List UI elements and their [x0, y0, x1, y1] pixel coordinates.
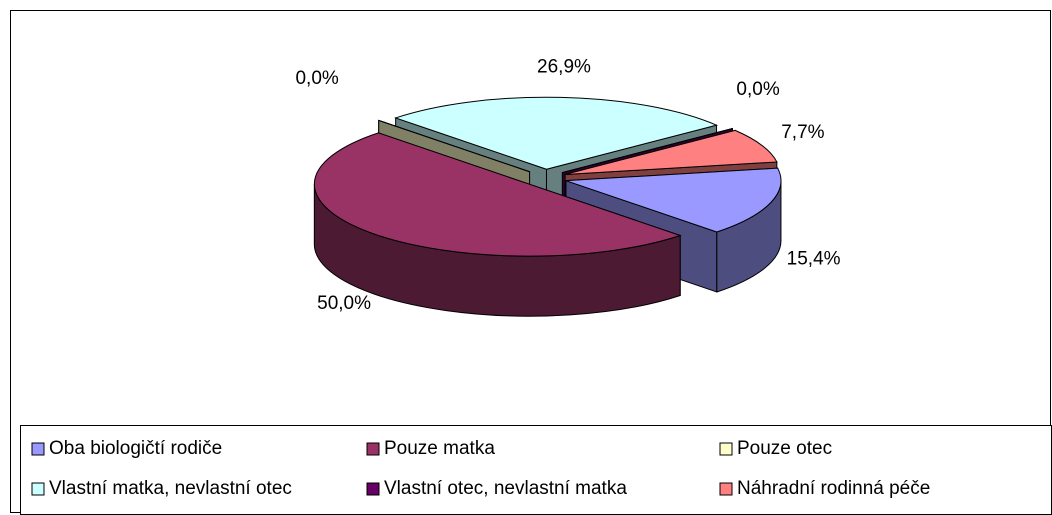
legend-swatch	[31, 442, 45, 456]
slice	[564, 129, 778, 175]
data-label: 50,0%	[317, 293, 371, 314]
data-label: 0,0%	[736, 79, 779, 100]
legend-label: Náhradní rodinná péče	[737, 478, 930, 499]
legend-swatch	[366, 482, 380, 496]
legend-swatch	[366, 442, 380, 456]
slice	[394, 96, 719, 170]
slice	[378, 119, 530, 173]
legend-swatch	[719, 482, 733, 496]
legend-label: Vlastní matka, nevlastní otec	[49, 478, 292, 499]
data-label: 7,7%	[781, 122, 824, 143]
legend-label: Pouze otec	[737, 438, 832, 459]
slice	[313, 132, 682, 257]
legend-label: Pouze matka	[384, 438, 495, 459]
data-label: 15,4%	[787, 249, 841, 270]
legend-label: Oba biologičtí rodiče	[49, 438, 222, 459]
legend-box	[20, 425, 1052, 515]
legend-swatch	[31, 482, 45, 496]
data-label: 0,0%	[295, 68, 338, 89]
legend-swatch	[719, 442, 733, 456]
slice	[565, 167, 782, 233]
slice	[562, 128, 733, 174]
legend-label: Vlastní otec, nevlastní matka	[384, 478, 627, 499]
data-label: 26,9%	[537, 56, 591, 77]
